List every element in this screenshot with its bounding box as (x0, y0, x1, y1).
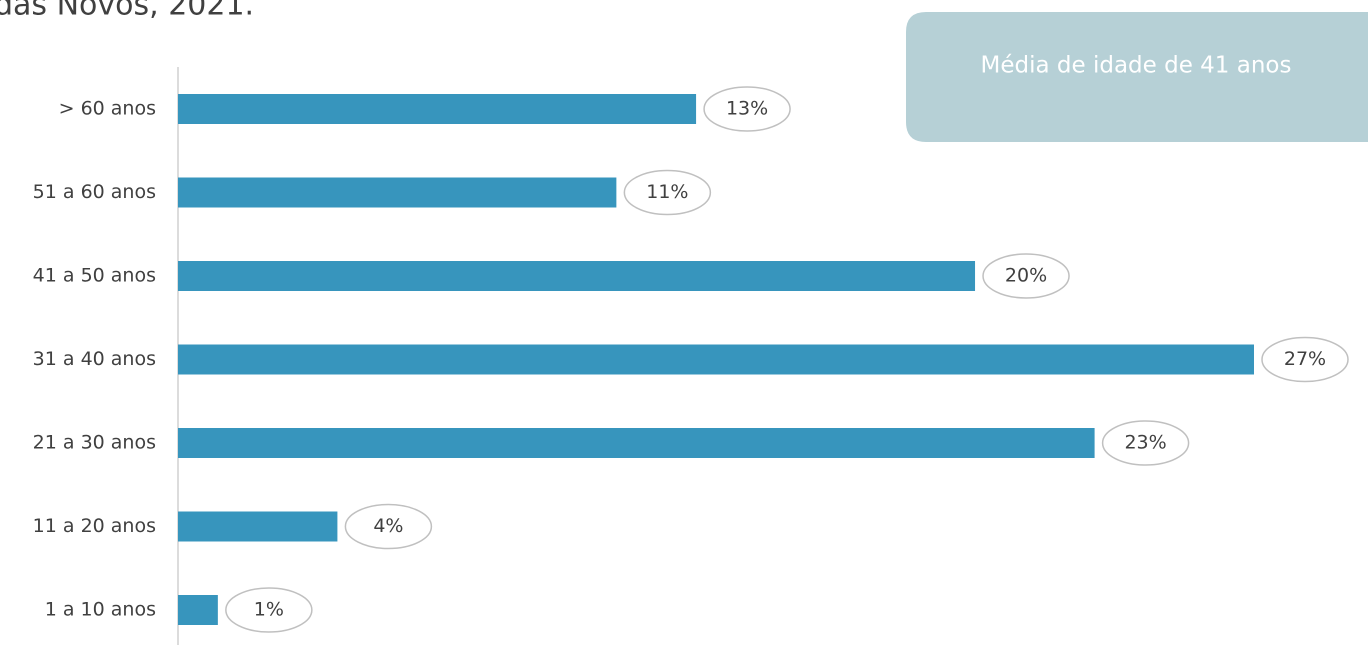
bar (178, 177, 617, 208)
label-bubble (982, 253, 1070, 299)
label-bubble (1261, 336, 1349, 383)
value-label: 1% (254, 599, 284, 621)
annotation-box (906, 12, 1368, 142)
value-label: 23% (1124, 432, 1166, 454)
label-bubble (623, 169, 712, 216)
category-label: 11 a 20 anos (33, 515, 156, 537)
category-label: 31 a 40 anos (33, 348, 156, 370)
label-bubble (703, 86, 791, 132)
bar (178, 428, 1095, 458)
bar (178, 94, 697, 124)
bar (178, 344, 1254, 375)
value-label: 13% (726, 98, 768, 120)
value-label: 27% (1284, 348, 1326, 370)
bar (178, 595, 218, 625)
bar (178, 261, 976, 291)
category-label: > 60 anos (59, 98, 156, 120)
value-label: 20% (1005, 265, 1047, 287)
value-label: 11% (646, 181, 688, 203)
chart-title: das Novos, 2021. (0, 0, 254, 23)
label-bubble (1101, 420, 1190, 466)
category-label: 51 a 60 anos (33, 181, 156, 203)
category-label: 1 a 10 anos (45, 599, 156, 621)
bar (178, 511, 338, 542)
label-bubble (344, 503, 433, 550)
label-bubble (225, 587, 313, 633)
annotation: Média de idade de 41 anos (981, 53, 1292, 79)
value-label: 4% (373, 515, 403, 537)
category-label: 41 a 50 anos (33, 265, 156, 287)
category-label: 21 a 30 anos (33, 432, 156, 454)
